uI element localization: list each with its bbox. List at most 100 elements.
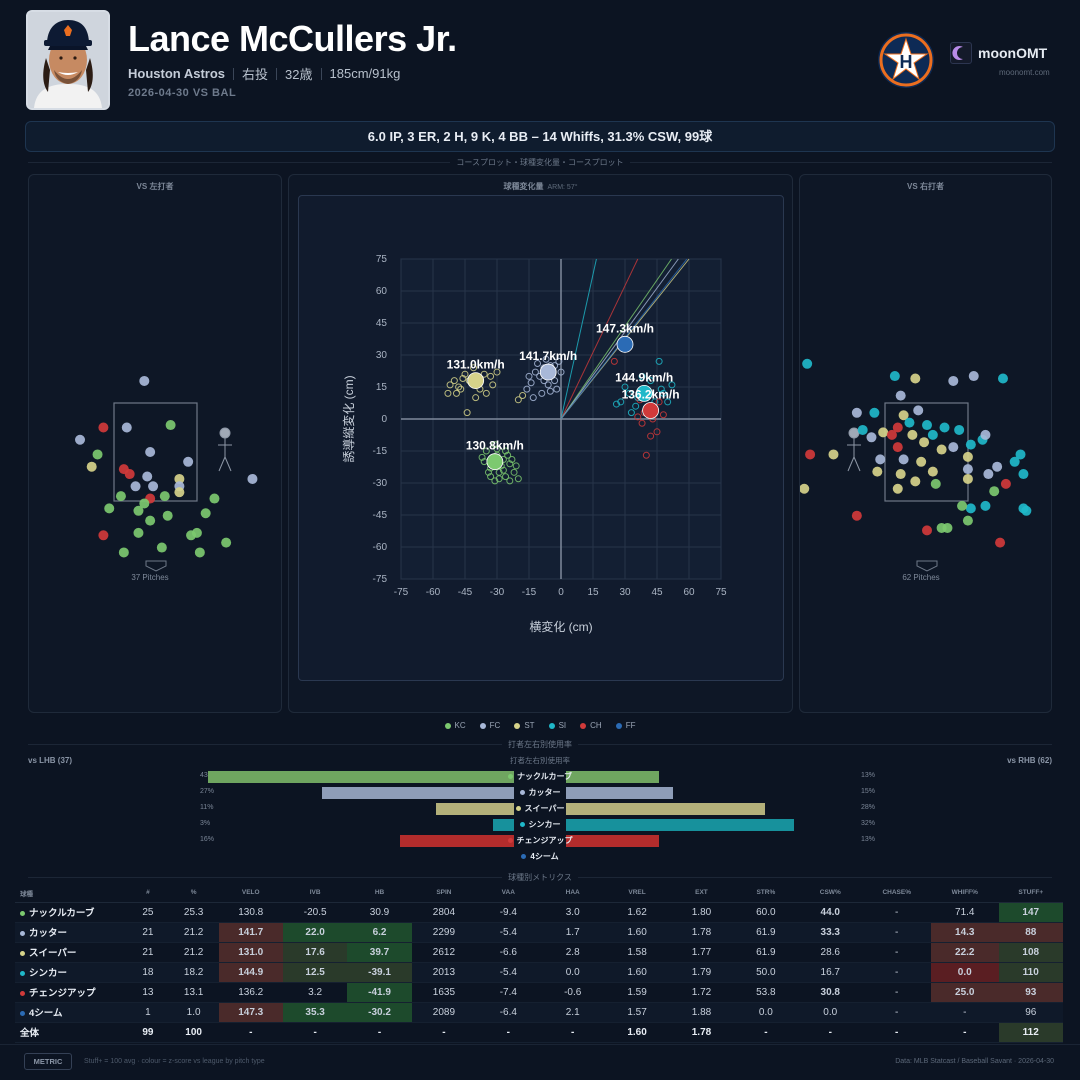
usage-row-fc: 27% カッター 15% xyxy=(0,786,1080,800)
location-point-st xyxy=(907,429,918,440)
pitch-point-kc xyxy=(491,477,499,485)
metric-cell: -0.6 xyxy=(540,982,605,1003)
pitch-point-kc xyxy=(499,466,507,474)
velocity-label-ff: 147.3km/h xyxy=(596,321,654,335)
pitch-dot xyxy=(515,806,521,812)
location-point-ch xyxy=(98,422,109,433)
pitch-point-si xyxy=(647,377,655,385)
table-row: シンカー 18 18.2 144.9 12.5 -39.1 2013 -5.4 0.0 1.60 1… xyxy=(15,962,1063,983)
average-point-ff xyxy=(616,335,634,353)
location-point-kc xyxy=(221,537,232,548)
pitch-point-ch xyxy=(642,451,650,459)
column-header[interactable]: STR% xyxy=(733,884,799,903)
astros-logo-icon: H xyxy=(878,32,934,88)
metric-cell: 2.1 xyxy=(540,1002,605,1023)
pitch-point-st xyxy=(455,383,463,391)
metric-cell: - xyxy=(798,1022,863,1043)
column-header[interactable]: IVB xyxy=(282,884,348,903)
rhb-title: VS 右打者 xyxy=(907,182,944,191)
location-point-kc xyxy=(186,530,197,541)
metric-cell: 136.2 xyxy=(218,982,283,1003)
location-point-st xyxy=(927,466,938,477)
legend-dot xyxy=(479,722,486,729)
column-header[interactable]: 球種 xyxy=(15,884,128,903)
column-header[interactable]: CSW% xyxy=(798,884,863,903)
column-header[interactable]: WHIFF% xyxy=(931,884,999,903)
location-point-kc xyxy=(104,503,115,514)
column-header[interactable]: STUFF+ xyxy=(998,884,1063,903)
pitch-dot xyxy=(507,838,513,844)
metric-cell: 21 xyxy=(127,942,169,963)
metric-cell: 61.9 xyxy=(733,942,799,963)
metric-cell: 1.79 xyxy=(669,962,734,983)
pitch-point-st xyxy=(480,370,488,378)
legend-dot xyxy=(548,722,555,729)
lhb-usage-bar xyxy=(207,771,514,783)
pitch-point-st xyxy=(482,389,490,397)
rhb-usage-bar xyxy=(566,771,659,783)
column-header[interactable]: CHASE% xyxy=(862,884,931,903)
metric-cell: 60.0 xyxy=(733,902,799,923)
location-point-si xyxy=(965,503,976,514)
column-header[interactable]: HB xyxy=(347,884,412,903)
location-point-kc xyxy=(145,515,156,526)
column-header[interactable]: SPIN xyxy=(411,884,477,903)
y-tick-label: -45 xyxy=(373,510,388,521)
column-header[interactable]: VAA xyxy=(476,884,541,903)
pitch-dot xyxy=(20,950,25,956)
pitch-point-st xyxy=(446,381,454,389)
age: 32歳 xyxy=(285,67,313,82)
column-header[interactable]: # xyxy=(127,884,169,903)
player-photo xyxy=(26,10,110,110)
metric-cell: 25 xyxy=(127,902,169,923)
location-point-si xyxy=(869,407,880,418)
metric-cell: 25.3 xyxy=(168,902,219,923)
lhb-usage-pct: 11% xyxy=(200,804,214,811)
rhb-usage-pct: 28% xyxy=(861,804,876,811)
table-total-row: 全体 99 100- - - - - -1.60 1.78- - - -112 xyxy=(15,1022,1063,1043)
metric-cell: 2612 xyxy=(411,942,477,963)
pitch-point-fc xyxy=(557,368,565,376)
column-header[interactable]: EXT xyxy=(669,884,734,903)
metric-cell: - xyxy=(476,1022,541,1043)
pitch-point-fc xyxy=(531,368,539,376)
x-tick-label: 60 xyxy=(683,587,695,598)
info-divider xyxy=(233,67,235,80)
metric-cell: 2013 xyxy=(411,962,477,983)
x-tick-label: 45 xyxy=(651,587,663,598)
metric-toggle-button[interactable]: METRIC xyxy=(24,1053,72,1070)
pitch-point-si xyxy=(668,381,676,389)
location-point-kc xyxy=(159,491,170,502)
location-point-st xyxy=(878,427,889,438)
legend-label: FF xyxy=(625,721,636,730)
pitch-point-st xyxy=(461,370,469,378)
pitch-point-st xyxy=(519,392,527,400)
metric-cell: 2804 xyxy=(411,902,477,923)
column-header[interactable]: % xyxy=(168,884,219,903)
metric-cell: - xyxy=(282,1022,348,1043)
pitch-dot xyxy=(519,822,525,828)
pitch-point-fc xyxy=(523,385,531,393)
location-point-fc xyxy=(913,405,924,416)
pitch-point-kc xyxy=(478,453,486,461)
metric-cell: 39.7 xyxy=(347,942,412,963)
location-point-ch xyxy=(995,537,1006,548)
y-tick-label: 15 xyxy=(376,382,388,393)
rhb-usage-pct: 13% xyxy=(861,772,876,779)
location-point-st xyxy=(892,483,903,494)
location-point-fc xyxy=(895,390,906,401)
pitch-dot xyxy=(521,854,527,860)
column-header[interactable]: HAA xyxy=(540,884,605,903)
pitch-point-fc xyxy=(553,385,561,393)
legend-dot xyxy=(514,722,521,729)
column-header[interactable]: VELO xyxy=(218,884,283,903)
pitch-point-fc xyxy=(527,379,535,387)
y-tick-label: 75 xyxy=(376,254,388,265)
column-header[interactable]: VREL xyxy=(604,884,670,903)
location-point-si xyxy=(965,439,976,450)
pitch-point-ch xyxy=(638,419,646,427)
location-point-kc xyxy=(942,522,953,533)
pitch-point-st xyxy=(444,389,452,397)
pitch-dot xyxy=(20,990,25,996)
pitch-point-st xyxy=(452,389,460,397)
